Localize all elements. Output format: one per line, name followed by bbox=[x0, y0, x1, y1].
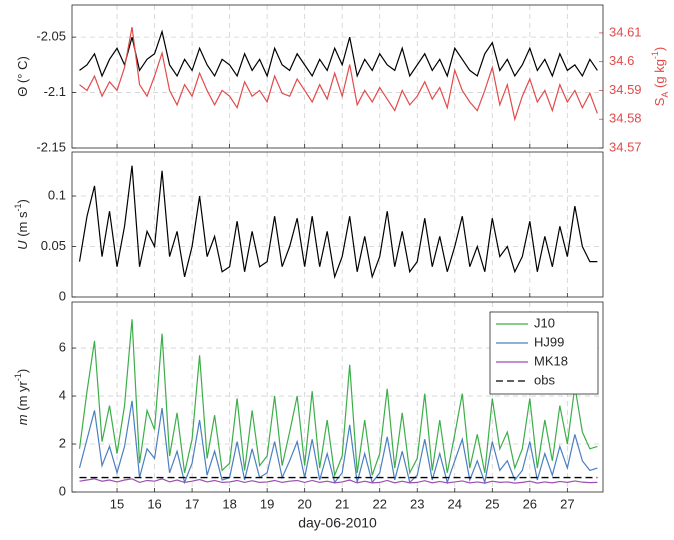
axis-label: SA (g kg-1) bbox=[650, 47, 670, 107]
x-tick-label: 15 bbox=[110, 496, 124, 511]
y-tick-label: 0 bbox=[59, 483, 66, 498]
axis-label-part: (m s bbox=[15, 211, 30, 240]
axis-label: U (m s-1) bbox=[13, 199, 30, 250]
x-tick-label: 17 bbox=[185, 496, 199, 511]
x-tick-label: 23 bbox=[410, 496, 424, 511]
axis-label-part: -1 bbox=[650, 51, 660, 59]
frame bbox=[71, 151, 604, 298]
axis-label-part: (m yr bbox=[15, 380, 30, 414]
data-line bbox=[78, 319, 598, 478]
y2-tick-label: 34.57 bbox=[609, 139, 642, 154]
y2-tick-label: 34.59 bbox=[609, 82, 642, 97]
axis-label-part: ) bbox=[15, 369, 30, 373]
y-tick-label: 0 bbox=[59, 288, 66, 303]
data-line bbox=[79, 478, 598, 484]
x-tick-label: 27 bbox=[560, 496, 574, 511]
plot-area bbox=[78, 319, 598, 485]
x-tick-label: 18 bbox=[222, 496, 236, 511]
axis-label: Θ (° C) bbox=[15, 56, 30, 97]
legend-label: HJ99 bbox=[534, 334, 564, 349]
y2-tick-label: 34.6 bbox=[609, 53, 634, 68]
axis-label-part: -1 bbox=[13, 204, 23, 212]
axis-label-part: -1 bbox=[13, 373, 23, 381]
x-tick-label: 19 bbox=[260, 496, 274, 511]
y2-tick-label: 34.58 bbox=[609, 111, 642, 126]
legend-label: J10 bbox=[534, 315, 555, 330]
plot-area bbox=[79, 27, 598, 122]
x-tick-label: 22 bbox=[372, 496, 386, 511]
x-axis-label: day-06-2010 bbox=[298, 515, 377, 531]
plot-area bbox=[78, 165, 598, 280]
axis-label-part: U bbox=[15, 240, 30, 250]
axis-label-part: (g kg bbox=[652, 59, 667, 92]
x-tick-label: 25 bbox=[485, 496, 499, 511]
y2-tick-label: 34.61 bbox=[609, 24, 642, 39]
x-tick-label: 21 bbox=[335, 496, 349, 511]
y-tick-label: -2.15 bbox=[36, 139, 66, 154]
x-tick-label: 16 bbox=[147, 496, 161, 511]
y-tick-label: 0.05 bbox=[41, 238, 66, 253]
x-tick-label: 24 bbox=[448, 496, 462, 511]
axis-label-part: ) bbox=[15, 199, 30, 203]
y-tick-label: 6 bbox=[59, 339, 66, 354]
x-tick-label: 20 bbox=[297, 496, 311, 511]
y-tick-label: 4 bbox=[59, 387, 66, 402]
frame bbox=[71, 301, 604, 493]
axis-label: m (m yr-1) bbox=[13, 369, 30, 425]
axis-label-part: m bbox=[15, 414, 30, 425]
y-tick-label: 2 bbox=[59, 435, 66, 450]
legend-label: obs bbox=[534, 372, 555, 387]
axis-label-part: A bbox=[660, 92, 670, 98]
axis-label-part: S bbox=[652, 97, 667, 106]
y-tick-label: -2.1 bbox=[44, 84, 66, 99]
axis-label-part: Θ (° C) bbox=[15, 56, 30, 97]
data-line bbox=[79, 29, 598, 78]
frame bbox=[71, 4, 604, 149]
y-tick-label: -2.05 bbox=[36, 29, 66, 44]
x-tick-label: 26 bbox=[523, 496, 537, 511]
data-line bbox=[78, 400, 598, 485]
legend-label: MK18 bbox=[534, 353, 568, 368]
y-tick-label: 0.1 bbox=[48, 187, 66, 202]
legend-box bbox=[489, 311, 599, 395]
data-line bbox=[79, 27, 598, 122]
axis-label-part: ) bbox=[652, 47, 667, 51]
data-line bbox=[78, 165, 598, 280]
